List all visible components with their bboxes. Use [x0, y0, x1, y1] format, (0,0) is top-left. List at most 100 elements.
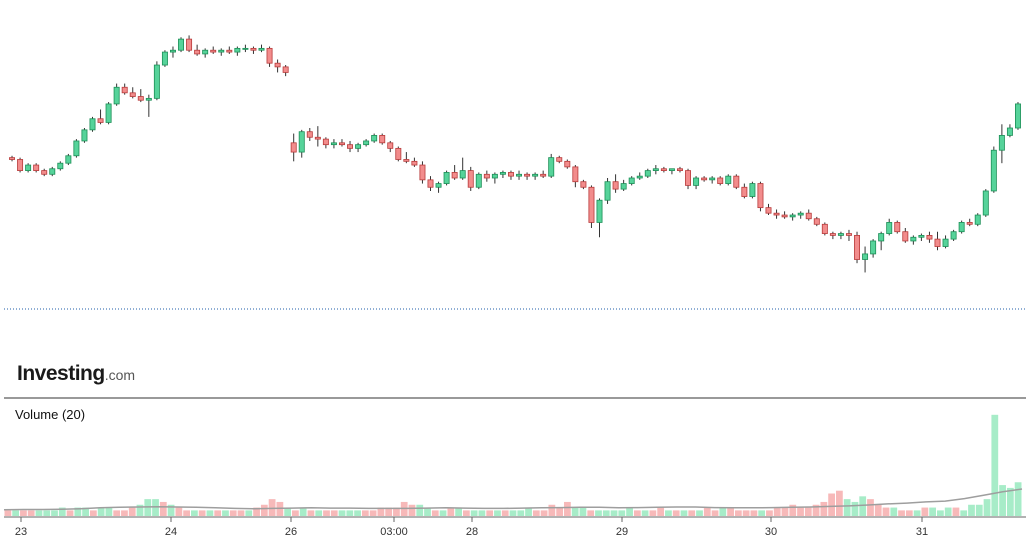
- candle-body: [314, 136, 321, 140]
- volume-bar: [975, 504, 983, 516]
- volume-bar: [688, 510, 696, 516]
- volume-bar: [330, 510, 338, 516]
- volume-bar: [944, 507, 952, 516]
- candle-body: [274, 62, 281, 68]
- volume-bar: [229, 510, 237, 516]
- candle-body: [218, 49, 225, 53]
- volume-bar: [734, 510, 742, 516]
- volume-bar: [719, 507, 727, 516]
- candle-body: [918, 235, 925, 238]
- volume-bar: [113, 510, 121, 516]
- candle-body: [25, 164, 32, 171]
- volume-bar: [859, 496, 867, 516]
- volume-bar: [167, 504, 175, 516]
- volume-bar: [905, 510, 913, 516]
- candle-body: [636, 175, 643, 179]
- volume-bar: [789, 504, 797, 516]
- candle-body: [113, 86, 120, 105]
- price-pane: [9, 35, 1021, 273]
- volume-bar: [517, 510, 525, 516]
- volume-bar: [299, 507, 307, 516]
- volume-bar: [509, 510, 517, 516]
- x-tick-label: 28: [466, 526, 478, 538]
- candle-body: [395, 147, 402, 160]
- candle-body: [97, 118, 104, 123]
- volume-bar: [51, 510, 58, 516]
- candle-body: [805, 212, 812, 220]
- volume-bar: [618, 510, 626, 516]
- candle-body: [33, 164, 40, 171]
- volume-bar: [952, 507, 960, 516]
- candle-body: [234, 47, 241, 53]
- volume-bar: [393, 507, 400, 516]
- volume-bar: [206, 510, 214, 516]
- candle-body: [564, 160, 571, 168]
- candle-body: [862, 253, 869, 260]
- candle-body: [588, 186, 595, 223]
- volume-bar: [525, 507, 532, 516]
- volume-bar: [968, 504, 975, 516]
- candle-body: [516, 173, 522, 177]
- candle-body: [330, 142, 337, 146]
- volume-bar: [4, 510, 12, 516]
- volume-bar: [501, 510, 509, 516]
- candle-body: [604, 181, 611, 201]
- volume-bar: [999, 485, 1006, 516]
- candle-body: [145, 97, 152, 101]
- candle-body: [258, 47, 265, 51]
- candle-body: [403, 159, 410, 162]
- candle-body: [411, 160, 418, 166]
- volume-bar: [478, 510, 486, 516]
- volume-bar: [35, 510, 43, 516]
- candle-body: [854, 235, 860, 260]
- candle-body: [926, 235, 933, 240]
- candle-body: [958, 222, 965, 233]
- candle-body: [379, 135, 386, 144]
- volume-bar: [385, 507, 393, 516]
- volume-bar: [439, 510, 447, 516]
- candle-body: [451, 172, 458, 179]
- candle-body: [73, 140, 80, 157]
- volume-bar: [346, 510, 354, 516]
- volume-bar: [571, 507, 579, 516]
- candle-body: [9, 157, 15, 160]
- candle-body: [781, 214, 788, 218]
- candle-body: [491, 173, 498, 179]
- candle-body: [998, 135, 1005, 151]
- volume-bar: [665, 510, 672, 516]
- volume-bar: [20, 510, 27, 516]
- volume-bar: [890, 507, 898, 516]
- volume-bar: [97, 507, 105, 516]
- volume-bar: [595, 510, 602, 516]
- candle-body: [419, 164, 426, 181]
- candle-body: [161, 51, 168, 66]
- volume-bar: [843, 499, 851, 516]
- volume-bar: [633, 510, 641, 516]
- volume-bar: [121, 510, 128, 516]
- volume-bar: [610, 510, 618, 516]
- volume-bar: [867, 499, 874, 516]
- candle-body: [596, 199, 603, 223]
- volume-bar: [579, 507, 587, 516]
- volume-bar: [781, 507, 789, 516]
- volume-bar: [727, 507, 734, 516]
- candle-body: [677, 168, 683, 171]
- investing-logo: Investing.com: [17, 362, 136, 385]
- volume-bar: [1006, 487, 1014, 516]
- candle-body: [902, 231, 909, 242]
- candle-body: [186, 38, 193, 51]
- candle-body: [475, 173, 482, 188]
- candle-body: [685, 170, 691, 186]
- volume-bar: [711, 510, 719, 516]
- candle-body: [982, 190, 989, 216]
- candle-body: [483, 173, 490, 179]
- candle-body: [508, 172, 514, 177]
- candle-body: [950, 231, 957, 240]
- candle-body: [65, 155, 72, 164]
- volume-bar: [766, 510, 773, 516]
- x-tick-label: 31: [916, 526, 928, 538]
- candle-body: [226, 49, 233, 53]
- x-tick-label: 29: [616, 526, 628, 538]
- volume-bar: [921, 507, 929, 516]
